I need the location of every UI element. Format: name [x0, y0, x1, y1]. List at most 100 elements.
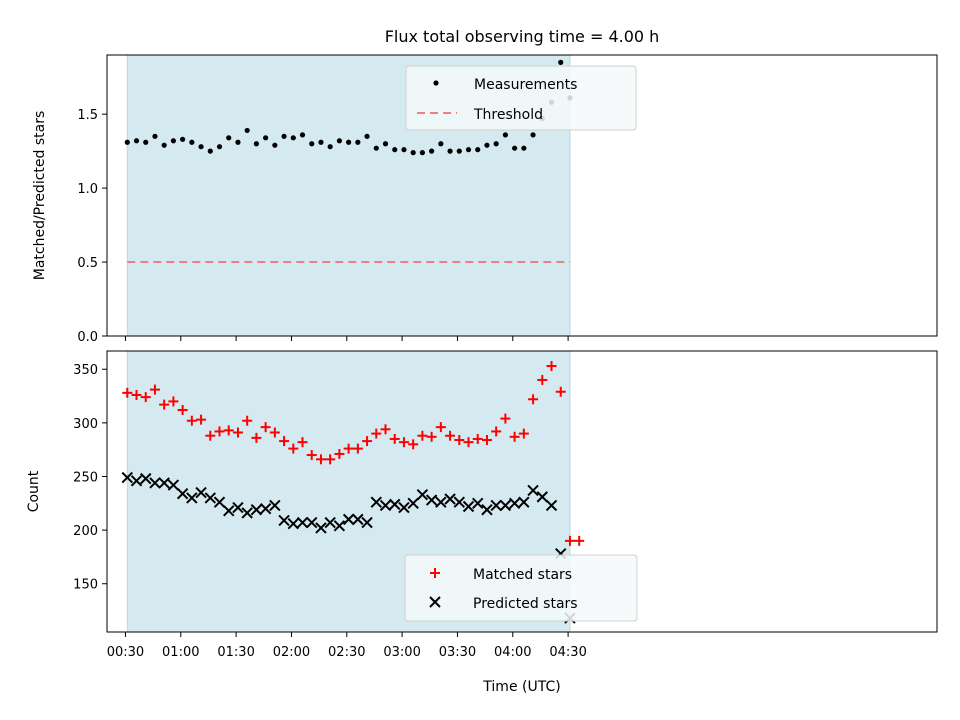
predicted-star-point: [315, 522, 327, 534]
matched-star-point: [445, 430, 456, 441]
matched-star-point: [251, 432, 262, 443]
predicted-star-point: [140, 472, 152, 485]
measurement-point: [244, 127, 250, 134]
bottom-y-tick-label: 350: [73, 363, 98, 378]
x-tick-label: 03:00: [383, 645, 420, 660]
matched-star-point: [362, 436, 373, 447]
measurement-point: [382, 141, 389, 147]
matched-star-point: [454, 435, 465, 446]
matched-star-point: [223, 425, 234, 436]
measurement-point: [475, 147, 481, 153]
predicted-star-point: [333, 520, 346, 532]
bottom-panel: 150 200 250 300 350 00:30 01:00 01:30 02:00 02:3…: [26, 350, 938, 695]
matched-star-point: [288, 443, 299, 454]
measurement-point: [198, 144, 204, 150]
predicted-star-point: [370, 496, 382, 508]
matched-star-point: [528, 394, 539, 405]
measurement-point: [521, 145, 527, 151]
measurement-point: [447, 148, 453, 154]
measurement-point: [364, 133, 370, 139]
measurement-point: [355, 139, 361, 145]
predicted-star-point: [472, 497, 484, 510]
bottom-y-tick-label: 250: [73, 470, 98, 485]
matched-star-point: [306, 450, 317, 461]
predicted-star-point: [195, 486, 207, 499]
measurement-point: [318, 139, 324, 145]
matched-star-point: [279, 436, 290, 447]
predicted-stars-points: [121, 471, 576, 624]
measurement-point: [456, 148, 462, 154]
predicted-star-point: [379, 499, 392, 512]
measurement-point: [263, 135, 269, 141]
measurement-point: [429, 148, 435, 154]
measurement-point: [309, 141, 315, 147]
predicted-star-point: [536, 491, 548, 503]
measurement-point: [253, 141, 259, 147]
matched-star-point: [463, 437, 474, 448]
x-tick-label: 04:30: [549, 645, 586, 660]
matched-star-point: [389, 433, 400, 444]
predicted-star-point: [167, 479, 180, 491]
top-legend: Measurements Threshold: [405, 65, 637, 131]
x-tick-label: 02:00: [273, 645, 310, 660]
matched-star-point: [232, 427, 243, 438]
bottom-legend-box: [404, 554, 638, 622]
legend-matched-label: Matched stars: [473, 567, 572, 583]
measurement-point: [281, 133, 287, 139]
matched-star-point: [481, 435, 492, 446]
matched-star-point: [269, 427, 280, 438]
measurement-point: [290, 135, 296, 141]
measurement-point: [392, 147, 398, 153]
predicted-star-point: [398, 501, 410, 514]
measurement-point: [530, 132, 536, 138]
matched-star-point: [149, 384, 160, 395]
measurement-point: [327, 144, 333, 150]
x-tick-label: 01:00: [162, 645, 199, 660]
measurement-point: [502, 132, 508, 138]
predicted-star-point: [278, 514, 290, 527]
measurement-point: [152, 133, 158, 139]
measurement-point: [419, 150, 425, 156]
matched-star-point: [186, 415, 197, 426]
matched-star-point: [472, 433, 483, 444]
top-y-tick-label: 1.0: [77, 182, 98, 197]
top-y-tick-label: 0.5: [77, 256, 98, 271]
matched-star-point: [297, 437, 308, 448]
predicted-star-point: [527, 484, 539, 497]
measurement-point: [180, 136, 186, 142]
predicted-star-point: [130, 475, 143, 487]
chart-title: Flux total observing time = 4.00 h: [385, 27, 660, 46]
top-y-axis-label: Matched/Predicted stars: [32, 111, 48, 281]
predicted-star-point: [324, 516, 336, 529]
bottom-y-axis-label: Count: [26, 470, 42, 512]
bottom-y-tick-label: 300: [73, 417, 98, 432]
bottom-legend: Matched stars Predicted stars: [404, 554, 638, 622]
matched-star-point: [315, 454, 326, 465]
x-tick-label: 01:30: [217, 645, 254, 660]
matched-star-point: [555, 386, 566, 397]
predicted-star-point: [481, 504, 493, 516]
measurement-point: [124, 139, 130, 145]
matched-star-point: [159, 399, 170, 410]
predicted-star-point: [342, 513, 355, 526]
measurement-point: [133, 138, 140, 144]
measurement-point: [465, 147, 472, 153]
measurement-point: [235, 139, 241, 145]
measurement-point: [143, 139, 149, 145]
bottom-y-tick-label: 200: [73, 524, 98, 539]
top-x-ticks: [124, 336, 569, 341]
matched-stars-points: [122, 361, 585, 546]
predicted-star-point: [232, 501, 244, 514]
predicted-star-point: [416, 489, 429, 501]
bottom-x-ticks: 00:30 01:00 01:30 02:00 02:30 03:00 03:30 04:00…: [107, 632, 587, 660]
top-y-tick-label: 1.5: [77, 108, 98, 123]
x-tick-label: 04:00: [494, 645, 531, 660]
matched-star-point: [380, 424, 391, 435]
predicted-star-point: [176, 487, 189, 500]
measurement-point: [410, 150, 416, 156]
measurement-point: [493, 141, 499, 147]
predicted-star-point: [545, 499, 558, 512]
top-panel: 0.0 0.5 1.0 1.5 Flux total observing time =…: [32, 27, 938, 345]
predicted-star-point: [435, 496, 447, 508]
matched-star-point: [131, 389, 142, 400]
